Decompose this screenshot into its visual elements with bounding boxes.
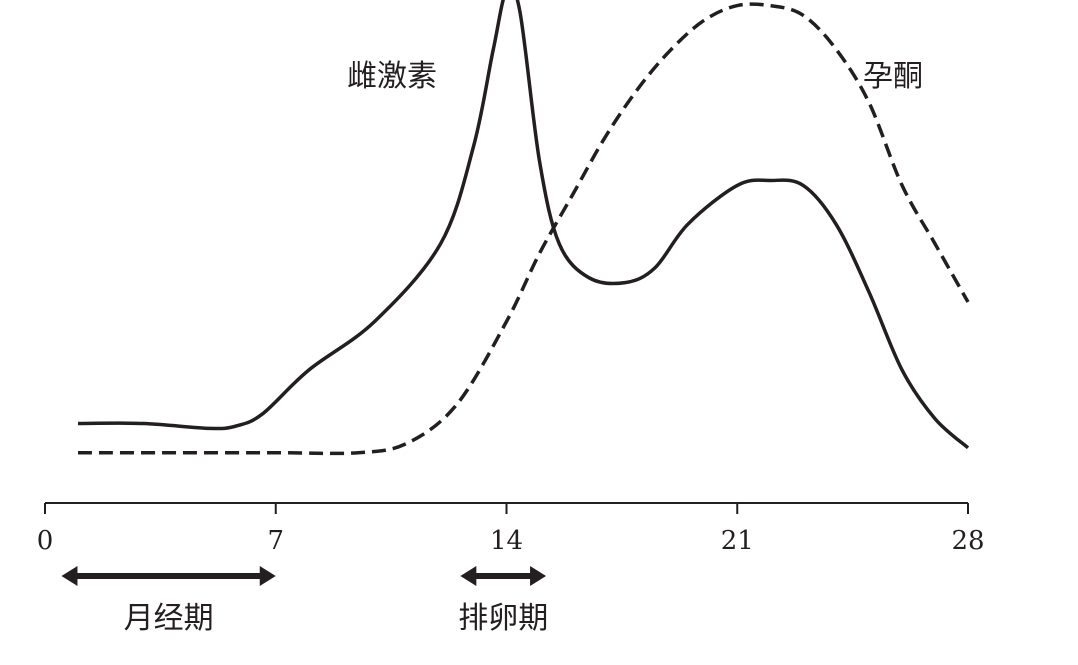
x-tick-label: 0 [37, 526, 54, 556]
x-tick-label: 7 [267, 526, 284, 556]
phase-annotations: 月经期 排卵期 [61, 566, 548, 636]
series-labels: 雌激素 孕酮 [347, 59, 923, 94]
phase-arrow-head-left [460, 566, 477, 586]
series-label-progesterone: 孕酮 [863, 59, 923, 94]
phase-annotation-menstrual: 月经期 [61, 566, 276, 636]
x-ticks: 0 7 14 21 28 [37, 503, 985, 556]
phase-label: 月经期 [124, 601, 214, 636]
x-tick-label: 21 [721, 526, 754, 556]
x-tick-label: 14 [490, 526, 523, 556]
phase-arrow-head-right [259, 566, 276, 586]
phase-arrow-head-right [530, 566, 547, 586]
phase-annotation-ovulation: 排卵期 [458, 566, 548, 636]
phase-arrow-head-left [61, 566, 78, 586]
series-line-estrogen [77, 0, 970, 450]
phase-label: 排卵期 [458, 601, 548, 636]
series-line-progesterone [78, 2, 970, 456]
x-tick-label: 28 [951, 526, 984, 556]
series-label-estrogen: 雌激素 [347, 59, 437, 94]
series-layer [77, 0, 970, 456]
